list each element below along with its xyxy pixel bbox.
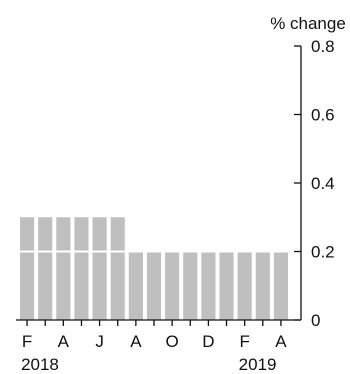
- y-tick-label-0.8: 0.8: [311, 37, 335, 56]
- y-tick-label-0.6: 0.6: [311, 106, 335, 125]
- bar-2018-12: [201, 251, 216, 320]
- bar-2018-03: [38, 217, 53, 320]
- x-tick-label-2018-08: A: [130, 332, 142, 351]
- bar-2019-04: [273, 251, 288, 320]
- y-tick-label-0.2: 0.2: [311, 243, 335, 262]
- year-label-2019: 2019: [239, 355, 277, 374]
- axes: 0 0.2 0.4 0.6 0.8 F A J A O D F A 2018 2019: [16, 37, 335, 374]
- bar-2018-10: [165, 251, 180, 320]
- bar-2018-05: [74, 217, 89, 320]
- bar-2018-02: [19, 217, 35, 320]
- x-tick-label-2018-04: A: [58, 332, 70, 351]
- x-tick-label-2018-06: J: [95, 332, 104, 351]
- bar-2019-02: [237, 251, 252, 320]
- x-tick-label-2018-10: O: [166, 332, 179, 351]
- bar-2018-08: [128, 251, 143, 320]
- bar-2018-09: [146, 251, 162, 320]
- bar-2019-03: [255, 251, 270, 320]
- x-tick-label-2018-12: D: [202, 332, 214, 351]
- bars: [19, 217, 288, 320]
- y-tick-label-0: 0: [311, 311, 320, 330]
- bar-2019-01: [219, 251, 234, 320]
- x-tick-label-2018-02: F: [22, 332, 32, 351]
- bar-2018-06: [92, 217, 107, 320]
- y-axis-title: % change: [270, 14, 346, 33]
- x-tick-label-2019-04: A: [275, 332, 287, 351]
- bar-2018-07: [110, 217, 125, 320]
- bar-2018-04: [56, 217, 71, 320]
- year-label-2018: 2018: [21, 355, 59, 374]
- y-tick-label-0.4: 0.4: [311, 174, 335, 193]
- bar-2018-11: [183, 251, 198, 320]
- x-tick-label-2019-02: F: [239, 332, 249, 351]
